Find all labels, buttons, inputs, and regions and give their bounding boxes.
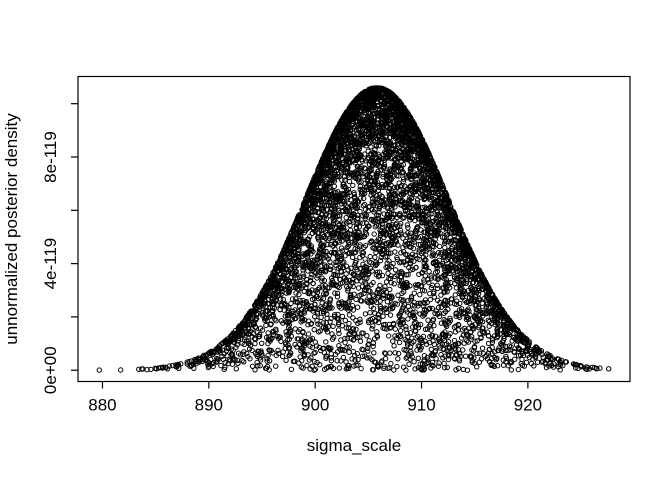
y-tick-label: 4e-119 — [41, 238, 60, 290]
x-tick-label: 920 — [514, 396, 542, 415]
x-tick-label: 880 — [88, 396, 116, 415]
data-points — [96, 85, 612, 373]
y-tick-label: 8e-119 — [41, 131, 60, 183]
plot-box — [77, 75, 631, 383]
y-axis: 0e+00 4e-119 8e-119 — [41, 103, 78, 394]
y-tick-label: 0e+00 — [41, 346, 60, 394]
x-axis: 880 890 900 910 920 — [88, 381, 542, 415]
x-tick-label: 890 — [195, 396, 223, 415]
x-axis-label: sigma_scale — [307, 436, 402, 455]
x-tick-label: 900 — [301, 396, 329, 415]
x-tick-label: 910 — [407, 396, 435, 415]
y-axis-label: unnormalized posterior density — [2, 113, 21, 345]
